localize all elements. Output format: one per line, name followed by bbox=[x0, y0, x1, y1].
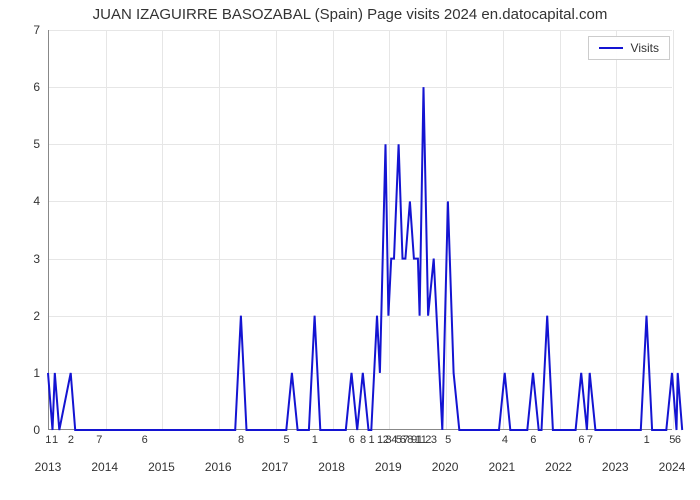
xtick-label: 2015 bbox=[148, 460, 175, 474]
point-label: 8 bbox=[238, 434, 244, 446]
point-label: 1 bbox=[52, 434, 58, 446]
point-label: 6 bbox=[530, 434, 536, 446]
point-label: 5 bbox=[283, 434, 289, 446]
point-label: 6 bbox=[349, 434, 355, 446]
ytick-label: 2 bbox=[16, 309, 40, 323]
point-label: 1 bbox=[369, 434, 375, 446]
ytick-label: 1 bbox=[16, 366, 40, 380]
point-label: 3 bbox=[431, 434, 437, 446]
visits-line bbox=[48, 87, 682, 430]
ytick-label: 6 bbox=[16, 80, 40, 94]
xtick-label: 2021 bbox=[488, 460, 515, 474]
point-label: 6 bbox=[578, 434, 584, 446]
xtick-label: 2014 bbox=[91, 460, 118, 474]
xtick-label: 2020 bbox=[432, 460, 459, 474]
legend-label: Visits bbox=[631, 41, 659, 55]
point-label: 1 bbox=[45, 434, 51, 446]
xtick-label: 2022 bbox=[545, 460, 572, 474]
point-label: 4 bbox=[502, 434, 508, 446]
ytick-label: 4 bbox=[16, 194, 40, 208]
point-label: 7 bbox=[587, 434, 593, 446]
point-label: 1 bbox=[312, 434, 318, 446]
xtick-label: 2018 bbox=[318, 460, 345, 474]
point-label: 6 bbox=[675, 434, 681, 446]
xtick-label: 2024 bbox=[659, 460, 686, 474]
ytick-label: 3 bbox=[16, 252, 40, 266]
point-label: 1 bbox=[644, 434, 650, 446]
point-label: 6 bbox=[142, 434, 148, 446]
point-label: 5 bbox=[445, 434, 451, 446]
line-layer bbox=[48, 30, 672, 430]
xtick-label: 2023 bbox=[602, 460, 629, 474]
chart-root: JUAN IZAGUIRRE BASOZABAL (Spain) Page vi… bbox=[0, 0, 700, 500]
ytick-label: 7 bbox=[16, 23, 40, 37]
vgrid bbox=[673, 30, 674, 429]
xtick-label: 2019 bbox=[375, 460, 402, 474]
chart-title: JUAN IZAGUIRRE BASOZABAL (Spain) Page vi… bbox=[0, 6, 700, 23]
ytick-label: 5 bbox=[16, 137, 40, 151]
point-label: 2 bbox=[68, 434, 74, 446]
xtick-label: 2017 bbox=[262, 460, 289, 474]
legend: Visits bbox=[588, 36, 670, 60]
point-label: 8 bbox=[360, 434, 366, 446]
xtick-label: 2016 bbox=[205, 460, 232, 474]
point-label: 7 bbox=[96, 434, 102, 446]
ytick-label: 0 bbox=[16, 423, 40, 437]
legend-swatch bbox=[599, 47, 623, 49]
xtick-label: 2013 bbox=[35, 460, 62, 474]
